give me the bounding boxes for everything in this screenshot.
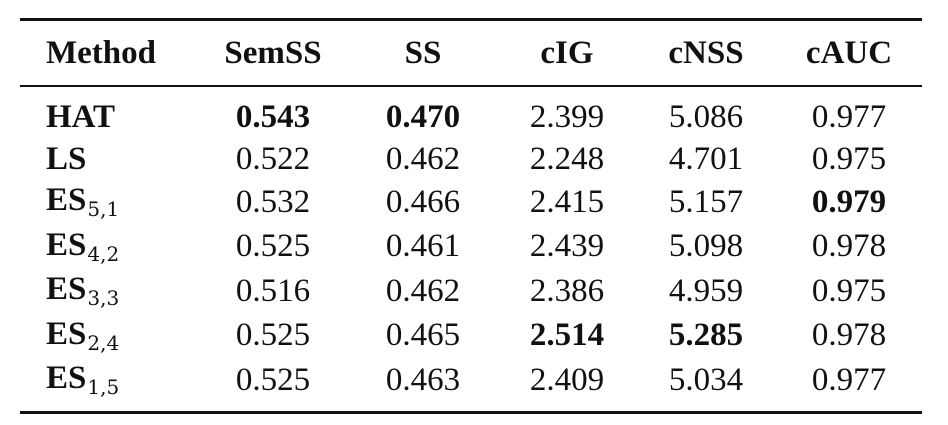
value-cell: 0.470	[385, 99, 461, 135]
table-row: ES1,5 0.525 0.463 2.409 5.034 0.977	[20, 358, 922, 411]
method-cell: LS	[20, 139, 198, 181]
method-subscript: 3,3	[87, 286, 120, 310]
value-cell: 2.409	[529, 361, 605, 398]
value-cell: 0.525	[235, 361, 311, 398]
method-cell: ES4,2	[20, 225, 198, 270]
method-subscript: 5,1	[87, 197, 120, 221]
header-method: Method	[46, 35, 156, 71]
method-name: ES	[46, 182, 87, 218]
value-cell: 0.532	[235, 183, 311, 220]
header-cig: cIG	[540, 35, 594, 71]
table-row: LS 0.522 0.462 2.248 4.701 0.975	[20, 139, 922, 181]
method-cell: ES3,3	[20, 269, 198, 314]
table-mid-rule	[20, 85, 922, 87]
table-row: ES4,2 0.525 0.461 2.439 5.098 0.978	[20, 225, 922, 270]
table-row: HAT 0.543 0.470 2.399 5.086 0.977	[20, 87, 922, 139]
value-cell: 0.978	[811, 228, 887, 264]
method-name: ES	[46, 315, 87, 352]
value-cell: 4.701	[668, 140, 744, 177]
results-table-container: Method SemSS SS cIG cNSS cAUC HAT 0.543 0.…	[20, 18, 922, 414]
table-row: ES5,1 0.532 0.466 2.415 5.157 0.979	[20, 180, 922, 225]
table-header: Method SemSS SS cIG cNSS cAUC	[20, 21, 922, 85]
method-name: ES	[46, 360, 87, 396]
value-cell: 2.386	[529, 272, 605, 309]
table-body: HAT 0.543 0.470 2.399 5.086 0.977 LS 0.522 0.462…	[20, 87, 922, 411]
method-subscript: 4,2	[87, 241, 120, 266]
value-cell: 0.461	[385, 228, 461, 264]
value-cell: 2.514	[529, 317, 605, 353]
method-name: ES	[46, 271, 87, 307]
method-subscript: 2,4	[87, 330, 120, 355]
table-row: ES3,3 0.516 0.462 2.386 4.959 0.975	[20, 269, 922, 314]
value-cell: 0.978	[811, 317, 887, 353]
value-cell: 0.543	[235, 99, 311, 135]
value-cell: 0.975	[811, 272, 887, 309]
header-ss: SS	[404, 35, 442, 71]
value-cell: 0.977	[811, 361, 887, 398]
value-cell: 0.462	[385, 272, 461, 309]
header-cnss: cNSS	[668, 35, 744, 71]
method-name: ES	[46, 226, 87, 263]
results-table: Method SemSS SS cIG cNSS cAUC	[20, 21, 922, 85]
value-cell: 0.979	[811, 183, 887, 220]
value-cell: 2.399	[529, 99, 605, 135]
header-cauc: cAUC	[805, 35, 893, 71]
value-cell: 2.415	[529, 183, 605, 220]
value-cell: 0.462	[385, 140, 461, 177]
value-cell: 2.439	[529, 228, 605, 264]
value-cell: 5.034	[668, 361, 744, 398]
value-cell: 0.525	[235, 317, 311, 353]
value-cell: 0.522	[235, 140, 311, 177]
results-table-body: HAT 0.543 0.470 2.399 5.086 0.977 LS 0.522 0.462…	[20, 87, 922, 411]
method-cell: ES2,4	[20, 314, 198, 359]
table-bottom-rule	[20, 410, 922, 414]
method-cell: ES1,5	[20, 358, 198, 411]
value-cell: 5.098	[668, 228, 744, 264]
method-name: LS	[46, 140, 87, 177]
value-cell: 2.248	[529, 140, 605, 177]
value-cell: 0.465	[385, 317, 461, 353]
value-cell: 5.157	[668, 183, 744, 220]
value-cell: 4.959	[668, 272, 744, 309]
method-cell: HAT	[20, 87, 198, 139]
value-cell: 5.086	[668, 99, 744, 135]
table-row: ES2,4 0.525 0.465 2.514 5.285 0.978	[20, 314, 922, 359]
table-top-rule	[20, 18, 922, 21]
value-cell: 0.466	[385, 183, 461, 220]
value-cell: 0.463	[385, 361, 461, 398]
value-cell: 0.525	[235, 228, 311, 264]
value-cell: 0.977	[811, 99, 887, 135]
method-cell: ES5,1	[20, 180, 198, 225]
method-name: HAT	[46, 99, 116, 135]
value-cell: 0.516	[235, 272, 311, 309]
header-semss: SemSS	[224, 35, 322, 71]
method-subscript: 1,5	[87, 375, 120, 399]
value-cell: 5.285	[668, 317, 744, 353]
header-row: Method SemSS SS cIG cNSS cAUC	[20, 21, 922, 85]
value-cell: 0.975	[811, 140, 887, 177]
